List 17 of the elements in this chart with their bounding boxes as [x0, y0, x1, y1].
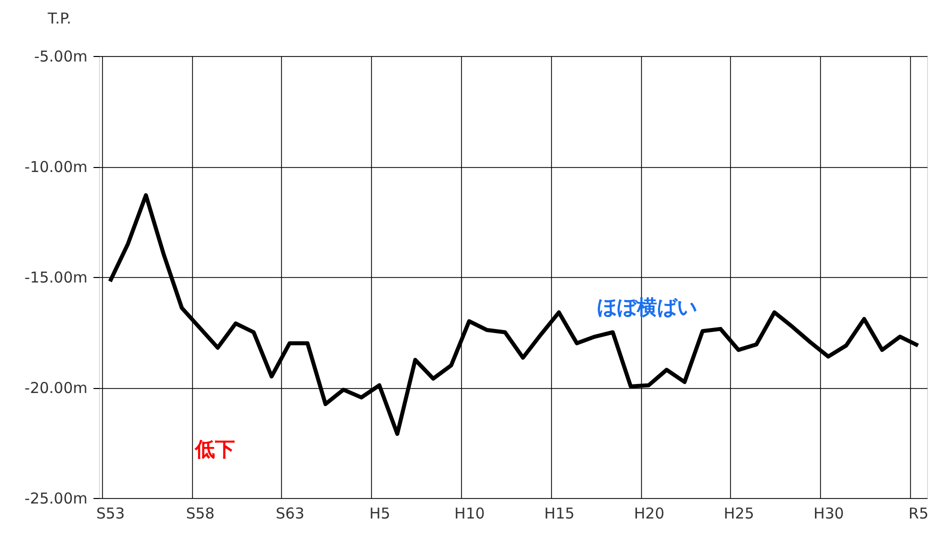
y-tick-label: -10.00m — [24, 158, 88, 176]
x-tick-label: H15 — [544, 504, 575, 522]
x-tick-label: S58 — [186, 504, 215, 522]
x-tick-label: H20 — [634, 504, 664, 522]
x-tick-label: H30 — [814, 504, 844, 522]
y-tick-label: -20.00m — [24, 379, 88, 397]
y-tick-label: -5.00m — [34, 48, 88, 66]
x-tick-label: H25 — [724, 504, 754, 522]
y-axis-title: T.P. — [46, 10, 72, 28]
y-tick-label: -15.00m — [24, 268, 88, 286]
y-tick-label: -25.00m — [24, 490, 88, 508]
x-tick-label: H10 — [454, 504, 485, 522]
annotation: 低下 — [194, 437, 235, 461]
x-tick-label: H5 — [369, 504, 390, 522]
x-tick-label: S53 — [96, 504, 125, 522]
x-tick-label: S63 — [276, 504, 304, 522]
x-tick-label: R5 — [908, 504, 929, 522]
